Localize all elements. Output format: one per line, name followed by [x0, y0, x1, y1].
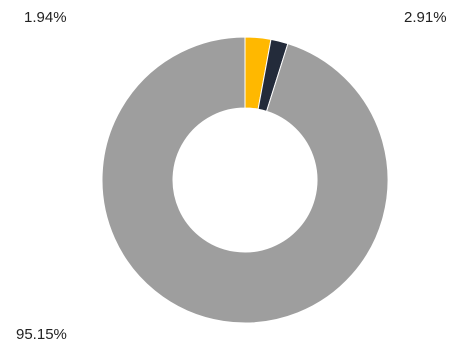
slice-label-yellow: 2.91% [404, 9, 447, 26]
slice-label-dark: 1.94% [24, 9, 67, 26]
slice-label-gray: 95.15% [16, 326, 67, 343]
slice-gray [101, 36, 389, 324]
